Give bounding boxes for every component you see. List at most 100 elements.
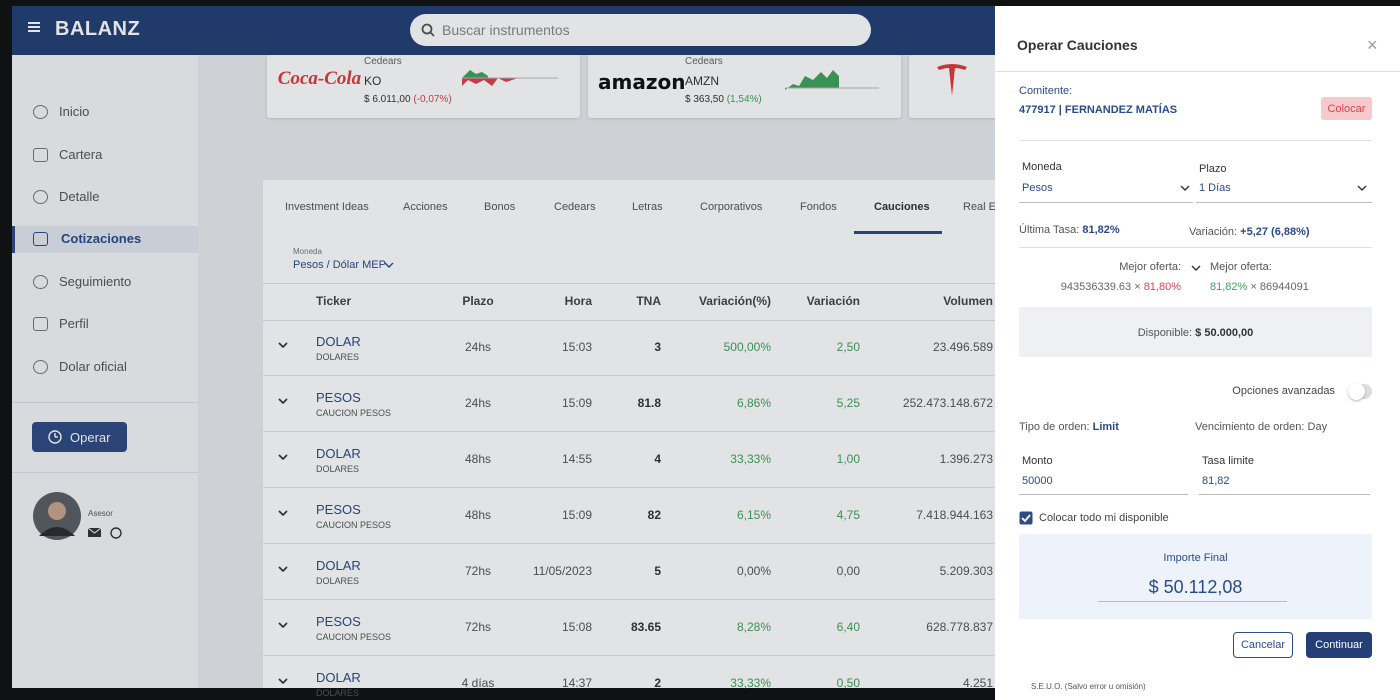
divider (12, 402, 198, 403)
ticker-card[interactable] (267, 55, 580, 118)
nav-item[interactable]: Seguimiento (59, 274, 132, 289)
chevron (1357, 185, 1367, 191)
tab[interactable]: Cauciones (874, 201, 930, 213)
toggle-knob (1348, 383, 1365, 400)
tipo-label: Tipo de orden: (1019, 421, 1090, 433)
venc-label: Vencimiento de orden: (1195, 421, 1305, 433)
row-chevron[interactable] (278, 453, 288, 463)
cell-volumen: 4.251 (962, 676, 993, 690)
nav-item[interactable]: Cotizaciones (61, 231, 142, 246)
ticker-name[interactable]: PESOS (316, 614, 361, 629)
column-header: Ticker (316, 294, 352, 308)
ticker-name[interactable]: DOLAR (316, 670, 361, 685)
row-divider (263, 431, 995, 432)
variacion-label: Variación: (1189, 226, 1238, 238)
ask-label: Mejor oferta: (1210, 261, 1272, 273)
advisor-contact-icons[interactable] (88, 527, 124, 539)
monto-input[interactable]: 50000 (1022, 475, 1053, 487)
moneda-label: Moneda (1022, 161, 1062, 173)
moneda-select[interactable]: Pesos (1022, 182, 1053, 194)
continuar-button[interactable]: Continuar (1306, 632, 1372, 658)
cell-volumen: 5.209.303 (939, 564, 993, 578)
row-divider (263, 487, 995, 488)
tab[interactable]: Real Es (963, 201, 1002, 213)
filter-label: Moneda (293, 247, 322, 256)
times: × (1250, 281, 1257, 293)
search-box[interactable] (410, 14, 871, 46)
nav-item[interactable]: Cartera (59, 147, 103, 162)
row-chevron[interactable] (278, 341, 288, 351)
overlay[interactable] (0, 0, 995, 700)
ticker-sub: CAUCION PESOS (316, 520, 392, 530)
row-chevron[interactable] (278, 397, 288, 407)
nav-item[interactable]: Inicio (59, 104, 90, 119)
search-placeholder: Buscar instrumentos (442, 22, 570, 38)
close-button[interactable]: × (1367, 35, 1378, 55)
cell-plazo: 24hs (464, 396, 492, 410)
cancelar-button[interactable]: Cancelar (1233, 632, 1293, 658)
operar-button[interactable] (32, 422, 127, 452)
tab[interactable]: Cedears (554, 201, 596, 213)
underline (1019, 202, 1193, 203)
ticker-name[interactable]: DOLAR (316, 446, 361, 461)
advisor-label: Asesor (88, 509, 113, 518)
importe-label: Importe Final (1163, 552, 1228, 564)
chevron[interactable] (1191, 264, 1201, 272)
column-header: Plazo (462, 294, 494, 308)
ticker-logo: amazon (598, 70, 686, 94)
divider (263, 320, 995, 321)
menu-icon[interactable] (28, 22, 40, 24)
nav-item[interactable]: Detalle (59, 189, 100, 204)
ticker-card[interactable] (588, 55, 901, 118)
colocar-label: Colocar (1327, 103, 1366, 115)
cell-volumen: 23.496.589 (932, 340, 993, 354)
ticker-name[interactable]: DOLAR (316, 558, 361, 573)
logo: BALANZ (55, 18, 141, 40)
cell-plazo: 72hs (464, 620, 492, 634)
tasa-input[interactable]: 81,82 (1202, 475, 1230, 487)
tipo-orden: Tipo de orden: Limit (1019, 421, 1119, 433)
cell-var: 0,50 (836, 676, 860, 690)
tab[interactable]: Acciones (403, 201, 448, 213)
tab[interactable]: Corporativos (700, 201, 763, 213)
column-header: Volumen (943, 294, 993, 308)
tab[interactable]: Investment Ideas (285, 201, 369, 213)
plazo-select[interactable]: 1 Días (1199, 182, 1231, 194)
colocar-button[interactable] (1321, 97, 1372, 120)
tab[interactable]: Fondos (800, 201, 837, 213)
vencimiento: Vencimiento de orden: Day (1195, 421, 1327, 433)
cell-plazo: 48hs (464, 508, 492, 522)
underline (1199, 494, 1370, 495)
bid-amount: 943536339.63 (1060, 281, 1132, 293)
ticker-sub: CAUCION PESOS (316, 632, 392, 642)
cell-volumen: 252.473.148.672 (902, 396, 993, 410)
row-chevron[interactable] (278, 621, 288, 631)
nav-item[interactable]: Perfil (59, 316, 89, 331)
ticker-name[interactable]: DOLAR (316, 334, 361, 349)
filter-value[interactable]: Pesos / Dólar MEP (293, 259, 386, 271)
row-chevron[interactable] (278, 565, 288, 575)
cell-tna: 3 (654, 340, 661, 354)
tab-bar (263, 180, 995, 235)
ticker-name[interactable]: PESOS (316, 390, 361, 405)
ticker-name[interactable]: PESOS (316, 502, 361, 517)
checkbox[interactable] (1019, 511, 1033, 525)
ticker-sub: DOLARES (316, 352, 360, 362)
bid-value: 943536339.63 × 81,80% (1031, 281, 1181, 293)
row-chevron[interactable] (278, 677, 288, 687)
opciones-toggle[interactable] (1348, 383, 1372, 400)
cell-var: 1,00 (836, 452, 860, 466)
ultima-tasa: Última Tasa: 81,82% (1019, 224, 1120, 236)
nav-icon (33, 317, 48, 331)
cell-tna: 82 (647, 508, 661, 522)
operar-icon (48, 430, 62, 444)
row-chevron[interactable] (278, 509, 288, 519)
tab[interactable]: Letras (632, 201, 663, 213)
cell-volumen: 628.778.837 (926, 620, 993, 634)
column-header: Hora (564, 294, 592, 308)
tesla-logo (937, 64, 967, 96)
tab[interactable]: Bonos (484, 201, 516, 213)
ticker-type: Cedears (364, 56, 402, 67)
disponible-label: Disponible: (1137, 327, 1193, 339)
nav-item[interactable]: Dolar oficial (59, 359, 127, 374)
